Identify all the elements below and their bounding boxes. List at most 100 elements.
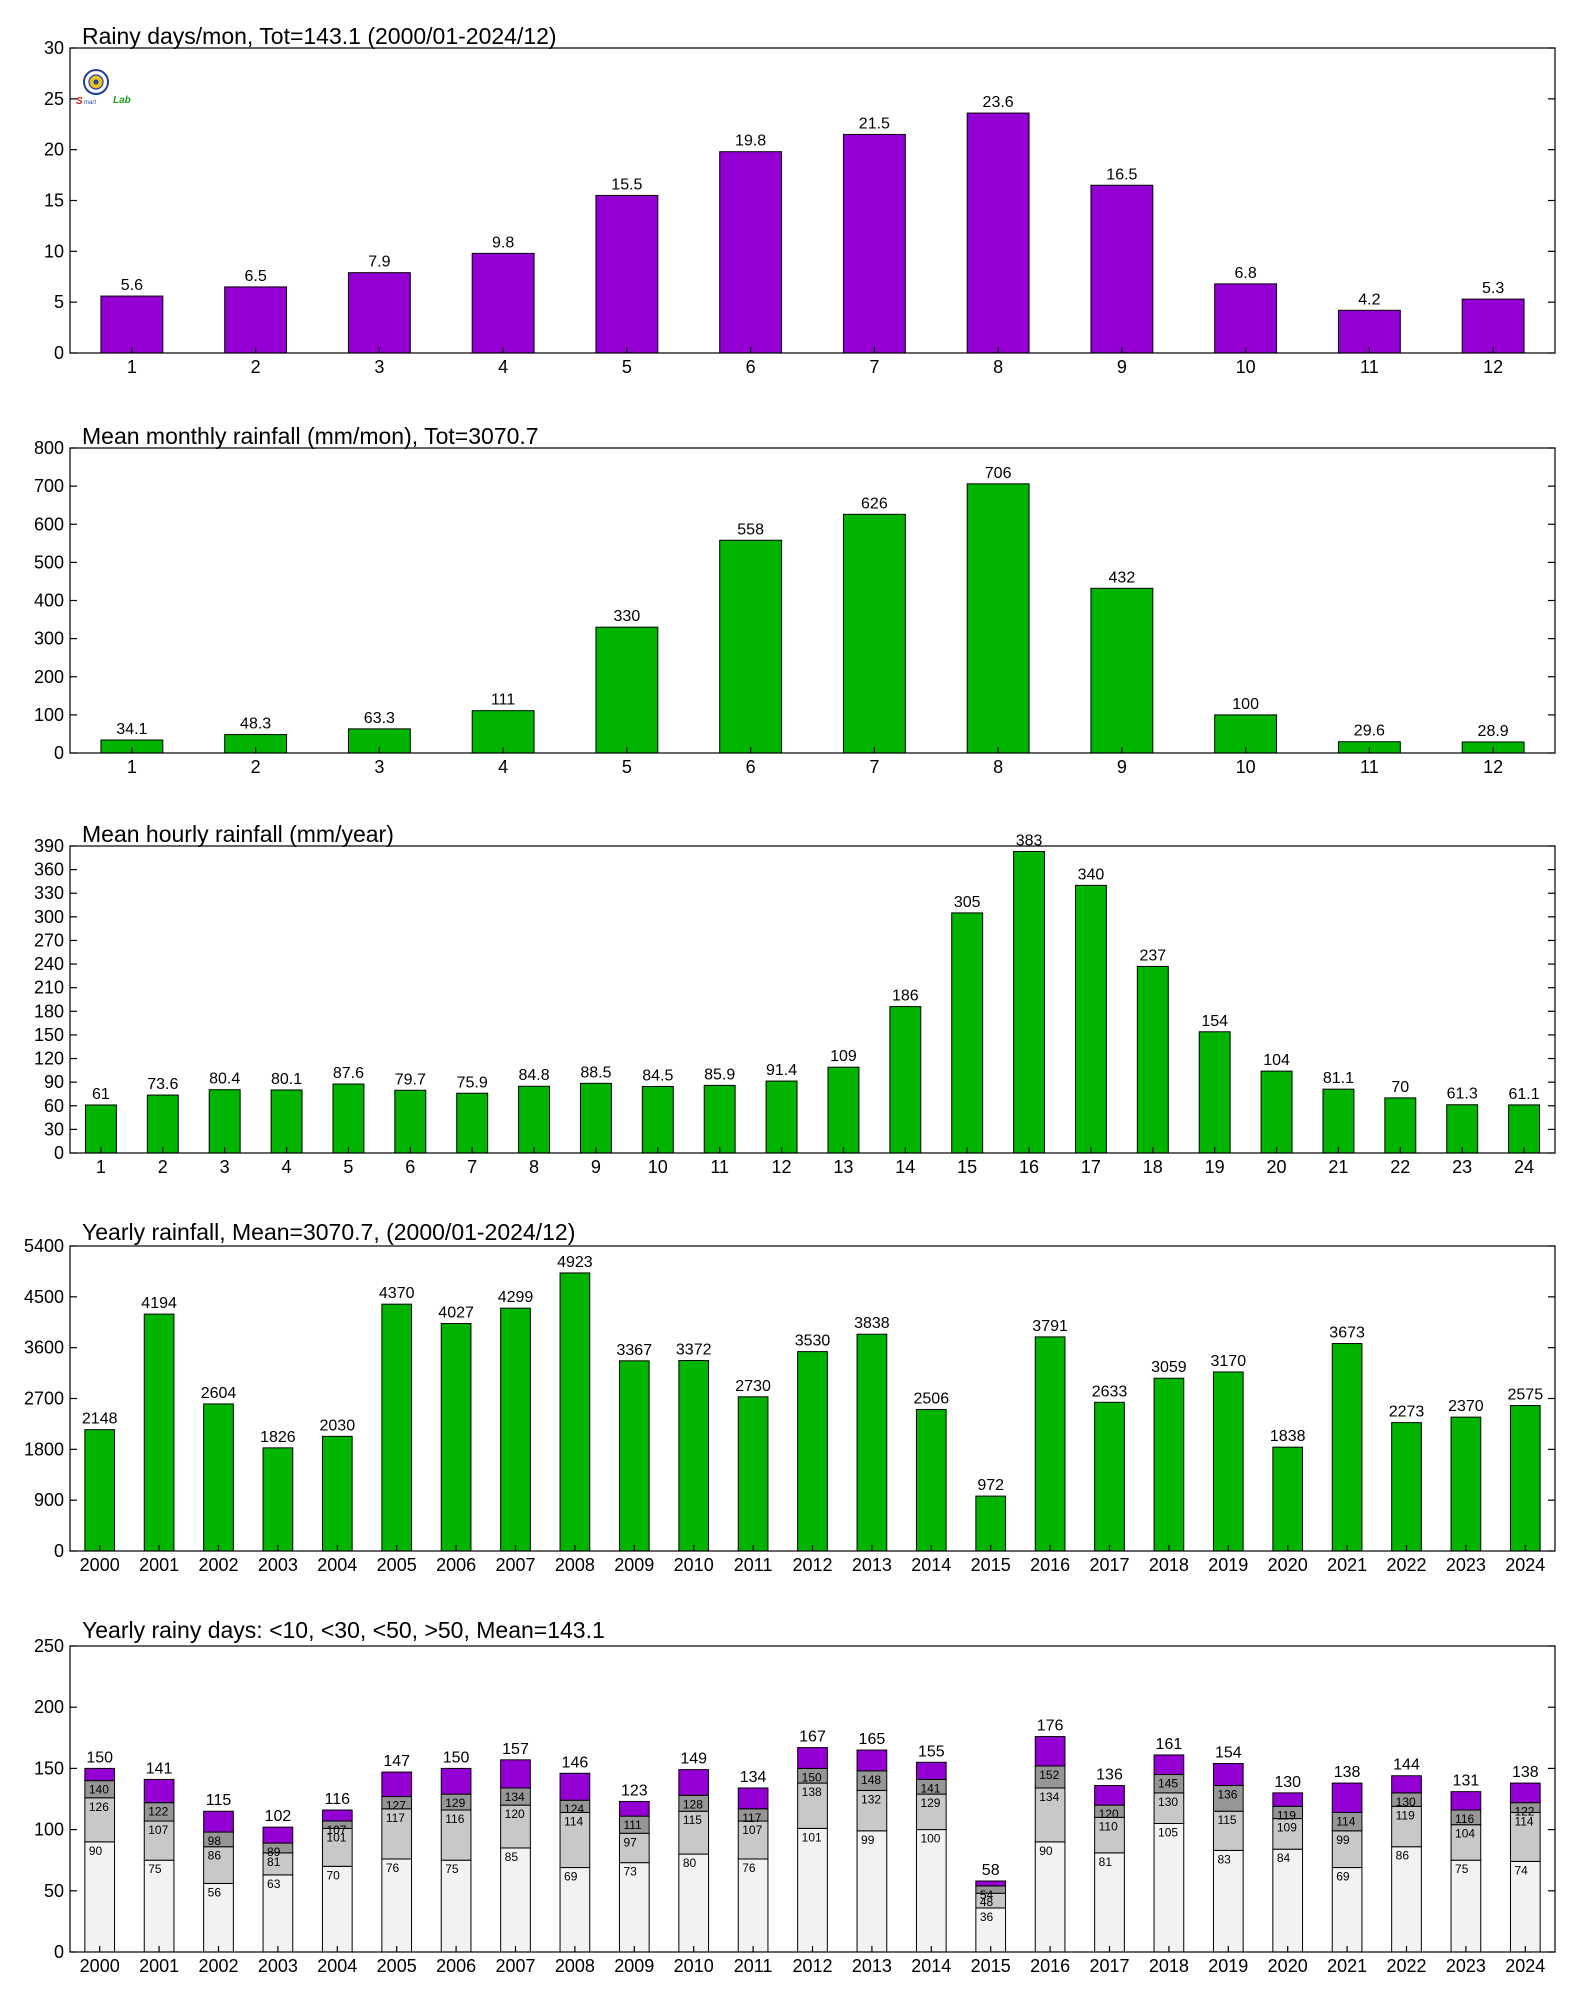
bar [321,1435,353,1552]
stack-segment [381,1808,413,1860]
stack-segment [618,1832,650,1864]
segment-label: 69 [1336,1870,1350,1884]
segment-label: 63 [267,1877,281,1891]
x-tick-label: 2007 [495,1555,535,1575]
stack-segment [440,1859,472,1953]
bar [381,1303,413,1552]
x-tick-label: 1 [127,757,137,777]
segment-label: 48 [980,1895,994,1909]
bar [203,1403,234,1552]
x-tick-label: 10 [1236,357,1256,377]
segment-label: 100 [920,1832,940,1846]
stack-segment [797,1782,828,1829]
segment-label: 150 [802,1770,822,1784]
data-label: 109 [830,1048,857,1065]
data-label: 305 [954,894,981,911]
x-tick-label: 4 [282,1157,292,1177]
x-tick-label: 7 [869,357,879,377]
segment-label: 130 [1158,1795,1178,1809]
bar [1090,184,1154,354]
segment-label: 75 [148,1862,162,1876]
segment-label: 80 [683,1856,697,1870]
bar [84,1104,117,1154]
bar [1214,283,1278,354]
stack-segment [1331,1830,1363,1869]
data-label: 16.5 [1106,166,1137,183]
x-tick-label: 2018 [1149,1555,1189,1575]
stack-segment [1034,1736,1066,1767]
x-tick-label: 2005 [377,1956,417,1976]
data-label: 3170 [1211,1353,1247,1370]
x-tick-label: 2012 [792,1555,832,1575]
bar [618,1360,650,1552]
stack-segment [737,1820,769,1860]
stack-segment [1094,1785,1125,1806]
bar [1214,714,1278,754]
x-tick-label: 2021 [1327,1956,1367,1976]
x-tick-label: 2001 [139,1956,179,1976]
segment-label: 69 [564,1870,578,1884]
y-tick-label: 900 [34,1490,64,1510]
y-tick-label: 300 [34,629,64,649]
stack-segment [559,1811,591,1869]
x-tick-label: 2008 [555,1555,595,1575]
stack-segment [1391,1846,1422,1953]
segment-label: 124 [564,1802,584,1816]
bar [1090,587,1154,754]
data-label: 706 [985,465,1012,482]
data-label: 146 [562,1754,589,1771]
x-tick-label: 17 [1081,1157,1101,1177]
data-label: 5.6 [121,277,143,294]
x-tick-label: 19 [1205,1157,1225,1177]
data-label: 165 [859,1731,886,1748]
data-label: 2506 [914,1390,950,1407]
x-tick-label: 13 [833,1157,853,1177]
bar [1013,851,1046,1154]
segment-label: 70 [326,1868,340,1882]
x-tick-label: 2023 [1446,1555,1486,1575]
panel-monthly-rainfall: Mean monthly rainfall (mm/mon), Tot=3070… [34,423,1556,777]
stack-segment [440,1767,472,1795]
bar [1198,1031,1231,1154]
stack-segment [1391,1805,1422,1848]
bar [889,1006,922,1154]
y-tick-label: 100 [34,1820,64,1840]
segment-label: 74 [1514,1863,1528,1877]
data-label: 84.5 [642,1067,673,1084]
x-tick-label: 22 [1390,1157,1410,1177]
x-tick-label: 9 [591,1157,601,1177]
x-tick-label: 10 [1236,757,1256,777]
x-tick-label: 2006 [436,1555,476,1575]
bar [270,1089,303,1154]
data-label: 88.5 [580,1064,611,1081]
x-tick-label: 9 [1117,357,1127,377]
x-tick-label: 2020 [1268,1555,1308,1575]
segment-label: 132 [861,1792,881,1806]
bar [440,1323,472,1552]
bar [678,1360,710,1552]
data-label: 73.6 [147,1076,178,1093]
stack-segment [1272,1792,1304,1807]
x-tick-label: 3 [220,1157,230,1177]
x-tick-label: 8 [993,757,1003,777]
x-tick-label: 15 [957,1157,977,1177]
x-tick-label: 2 [251,757,261,777]
stack-segment [559,1867,591,1953]
data-label: 5.3 [1482,280,1504,297]
data-label: 70 [1391,1079,1409,1096]
y-tick-label: 210 [34,978,64,998]
y-tick-label: 20 [44,140,64,160]
segment-label: 129 [920,1796,940,1810]
x-tick-label: 4 [498,757,508,777]
x-tick-label: 2012 [792,1956,832,1976]
stack-segment [797,1827,828,1953]
x-tick-label: 12 [1483,357,1503,377]
x-tick-label: 2013 [852,1555,892,1575]
svg-text:mart: mart [84,100,96,106]
segment-label: 56 [208,1885,222,1899]
y-tick-label: 500 [34,552,64,572]
x-tick-label: 6 [746,357,756,377]
y-tick-label: 200 [34,667,64,687]
y-tick-label: 330 [34,883,64,903]
